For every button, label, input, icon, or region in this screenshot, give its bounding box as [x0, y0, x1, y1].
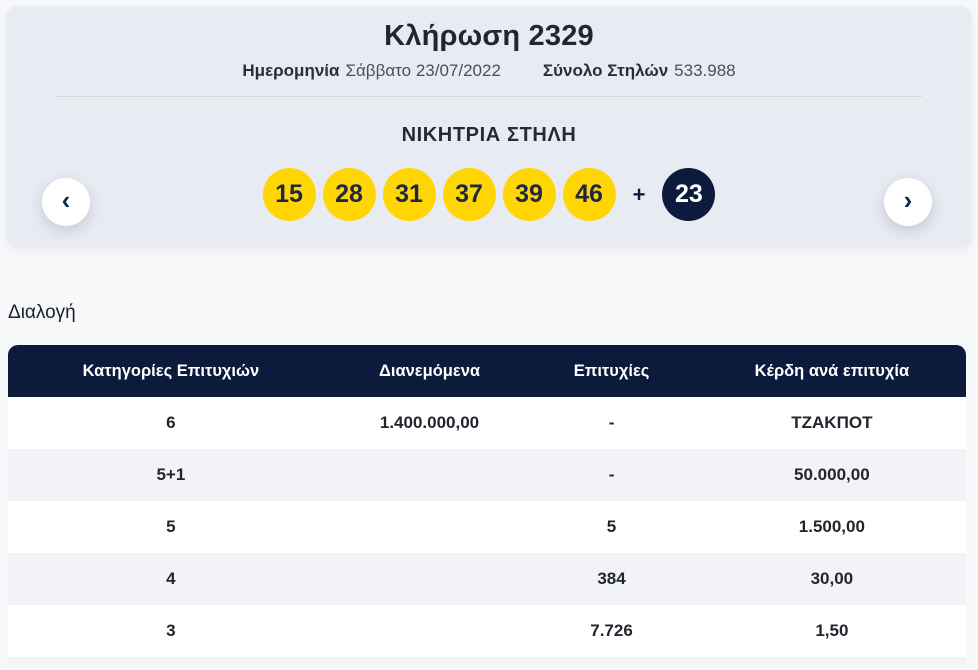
table-header-distributed: Διανεμόμενα [379, 361, 481, 380]
cell-prize: 30,00 [810, 569, 854, 588]
winning-number-ball: 28 [322, 168, 376, 221]
cell-category: 4 [166, 569, 176, 588]
draw-title: Κλήρωση 2329 [384, 20, 594, 52]
chevron-right-icon: › [903, 185, 913, 215]
winning-numbers: 15 28 31 37 39 46 + 23 [6, 168, 972, 221]
draw-date-label: Ημερομηνία [242, 61, 340, 80]
table-row: 5+1 - 50.000,00 [8, 449, 966, 501]
table-row-partial [8, 657, 966, 664]
table-header-winners: Επιτυχίες [573, 361, 650, 380]
cell-prize: 1.500,00 [798, 517, 865, 536]
cell-category: 5 [166, 517, 176, 536]
cell-winners: - [608, 413, 615, 432]
section-title: Διαλογή [8, 302, 76, 323]
winning-column-title: ΝΙΚΗΤΡΙΑ ΣΤΗΛΗ [401, 124, 577, 146]
total-columns-label: Σύνολο Στηλών [542, 61, 669, 80]
plus-sign: + [632, 181, 646, 207]
cell-prize: 1,50 [815, 621, 849, 640]
chevron-left-icon: ‹ [61, 185, 71, 215]
cell-category: 6 [166, 413, 176, 432]
cell-prize: ΤΖΑΚΠΟΤ [791, 413, 873, 432]
total-columns: Σύνολο Στηλών 533.988 [543, 60, 736, 82]
bonus-number-ball: 23 [662, 168, 716, 221]
draw-date-value: Σάββατο 23/07/2022 [345, 61, 501, 80]
winning-number-ball: 31 [382, 168, 436, 221]
table-row: 5 5 1.500,00 [8, 501, 966, 553]
table-header-prize: Κέρδη ανά επιτυχία [754, 361, 910, 380]
total-columns-value: 533.988 [674, 61, 736, 80]
draw-meta: Ημερομηνία Σάββατο 23/07/2022 Σύνολο Στηλ… [6, 60, 972, 82]
prev-draw-button[interactable]: ‹ [42, 178, 90, 226]
hero-divider [56, 96, 922, 97]
draw-date: Ημερομηνία Σάββατο 23/07/2022 [242, 60, 501, 82]
cell-distributed: 1.400.000,00 [379, 413, 480, 432]
table-header-categories: Κατηγορίες Επιτυχιών [82, 361, 260, 380]
winning-number-ball: 37 [442, 168, 496, 221]
winning-number-ball: 39 [502, 168, 556, 221]
table-row: 3 7.726 1,50 [8, 605, 966, 657]
winning-number-ball: 46 [562, 168, 616, 221]
cell-category: 3 [166, 621, 176, 640]
table-header-row: Κατηγορίες Επιτυχιών Διανεμόμενα Επιτυχί… [8, 345, 966, 397]
cell-category: 5+1 [156, 465, 186, 484]
cell-winners: 7.726 [590, 621, 633, 640]
cell-winners: - [608, 465, 615, 484]
results-table: Κατηγορίες Επιτυχιών Διανεμόμενα Επιτυχί… [8, 345, 966, 664]
draw-hero: Κλήρωση 2329 Ημερομηνία Σάββατο 23/07/202… [6, 6, 972, 248]
next-draw-button[interactable]: › [884, 178, 932, 226]
table-row: 6 1.400.000,00 - ΤΖΑΚΠΟΤ [8, 397, 966, 449]
table-row: 4 384 30,00 [8, 553, 966, 605]
winning-number-ball: 15 [262, 168, 316, 221]
cell-winners: 384 [597, 569, 626, 588]
cell-prize: 50.000,00 [794, 465, 870, 484]
cell-winners: 5 [606, 517, 617, 536]
